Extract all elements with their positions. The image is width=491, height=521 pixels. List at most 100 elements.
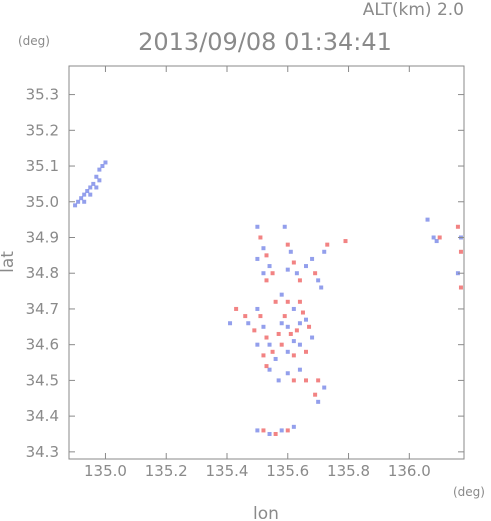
echo-point-negative [73, 203, 78, 208]
echo-point-negative [255, 224, 260, 229]
echo-point-negative [97, 167, 102, 172]
y-tick-label: 34.8 [26, 264, 59, 282]
echo-point-negative [322, 249, 327, 254]
x-unit-label: (deg) [453, 485, 485, 499]
echo-point-positive [252, 328, 257, 333]
echo-point-positive [258, 235, 263, 240]
y-tick-label: 35.2 [26, 121, 59, 139]
echo-point-negative [431, 235, 436, 240]
echo-point-negative [255, 342, 260, 347]
echo-point-positive [294, 328, 299, 333]
echo-point-positive [243, 314, 248, 319]
echo-point-positive [343, 239, 348, 244]
echo-point-negative [316, 399, 321, 404]
echo-point-positive [325, 242, 330, 247]
echo-point-negative [103, 160, 108, 165]
y-tick-label: 34.4 [26, 407, 59, 425]
echo-point-negative [79, 196, 84, 201]
echo-point-negative [255, 428, 260, 433]
echo-point-negative [246, 321, 251, 326]
echo-point-negative [82, 192, 87, 197]
echo-point-positive [458, 285, 463, 290]
echo-point-negative [279, 321, 284, 326]
y-tick-label: 34.9 [26, 228, 59, 246]
echo-point-positive [458, 249, 463, 254]
echo-point-negative [297, 321, 302, 326]
echo-point-negative [316, 278, 321, 283]
echo-point-negative [97, 178, 102, 183]
chart-title: 2013/09/08 01:34:41 [138, 28, 392, 56]
echo-point-negative [85, 189, 90, 194]
y-unit-label: (deg) [18, 34, 50, 48]
echo-point-positive [455, 224, 460, 229]
echo-point-negative [294, 271, 299, 276]
echo-point-positive [264, 278, 269, 283]
echo-point-positive [270, 349, 275, 354]
echo-point-positive [234, 306, 239, 311]
echo-point-positive [297, 299, 302, 304]
x-axis-label: lon [253, 504, 279, 521]
echo-point-negative [82, 199, 87, 204]
echo-point-positive [304, 378, 308, 383]
plot-frame [68, 65, 465, 460]
echo-point-negative [279, 428, 284, 433]
echo-point-negative [279, 292, 284, 297]
echo-point-positive [316, 378, 321, 383]
echo-point-negative [261, 246, 266, 251]
echo-point-positive [291, 260, 296, 265]
echo-point-positive [264, 253, 269, 258]
echo-point-negative [261, 271, 266, 276]
echo-point-negative [88, 185, 93, 190]
echo-point-negative [255, 306, 260, 311]
echo-point-negative [285, 267, 290, 272]
echo-point-positive [273, 299, 278, 304]
y-tick-label: 35.1 [26, 157, 59, 175]
echo-point-negative [310, 335, 315, 340]
echo-point-positive [297, 278, 302, 283]
echo-point-positive [313, 271, 318, 276]
echo-point-negative [297, 367, 302, 372]
y-tick-label: 34.3 [26, 443, 59, 461]
echo-point-negative [267, 431, 272, 436]
echo-point-positive [285, 428, 290, 433]
x-tick-label: 136.0 [388, 462, 431, 480]
x-tick-label: 135.2 [145, 462, 188, 480]
echo-point-negative [288, 249, 293, 254]
echo-point-positive [261, 353, 266, 358]
y-axis-label: lat [0, 251, 18, 273]
echo-point-positive [285, 299, 290, 304]
axis-tick-labels: 135.0 135.2 135.4 135.6 135.8 136.0 34.3 34.4 34… [26, 86, 431, 480]
echo-point-negative [267, 342, 272, 347]
echo-point-positive [261, 428, 266, 433]
echo-point-negative [76, 199, 81, 204]
echo-point-positive [304, 349, 308, 354]
echo-point-negative [297, 342, 302, 347]
echo-point-negative [304, 264, 308, 269]
echo-point-positive [276, 331, 281, 336]
chart-subtitle: ALT(km) 2.0 [363, 0, 464, 20]
echo-point-positive [437, 235, 442, 240]
echo-point-positive [291, 378, 296, 383]
echo-point-negative [282, 224, 287, 229]
echo-point-negative [455, 271, 460, 276]
axis-ticks [69, 66, 464, 459]
echo-point-positive [258, 314, 263, 319]
echo-point-negative [310, 256, 315, 261]
echo-point-negative [267, 264, 272, 269]
echo-point-positive [285, 242, 290, 247]
y-tick-label: 34.6 [26, 336, 59, 354]
radar-echo-marks [73, 160, 463, 436]
echo-point-positive [264, 335, 269, 340]
echo-point-negative [291, 306, 296, 311]
echo-point-negative [285, 371, 290, 376]
echo-point-negative [94, 185, 99, 190]
x-tick-label: 135.0 [84, 462, 127, 480]
echo-point-positive [288, 331, 293, 336]
echo-point-negative [285, 324, 290, 329]
echo-point-negative [291, 424, 296, 429]
echo-point-positive [270, 271, 275, 276]
echo-point-negative [261, 324, 266, 329]
echo-point-positive [279, 342, 284, 347]
y-tick-label: 34.5 [26, 371, 59, 389]
